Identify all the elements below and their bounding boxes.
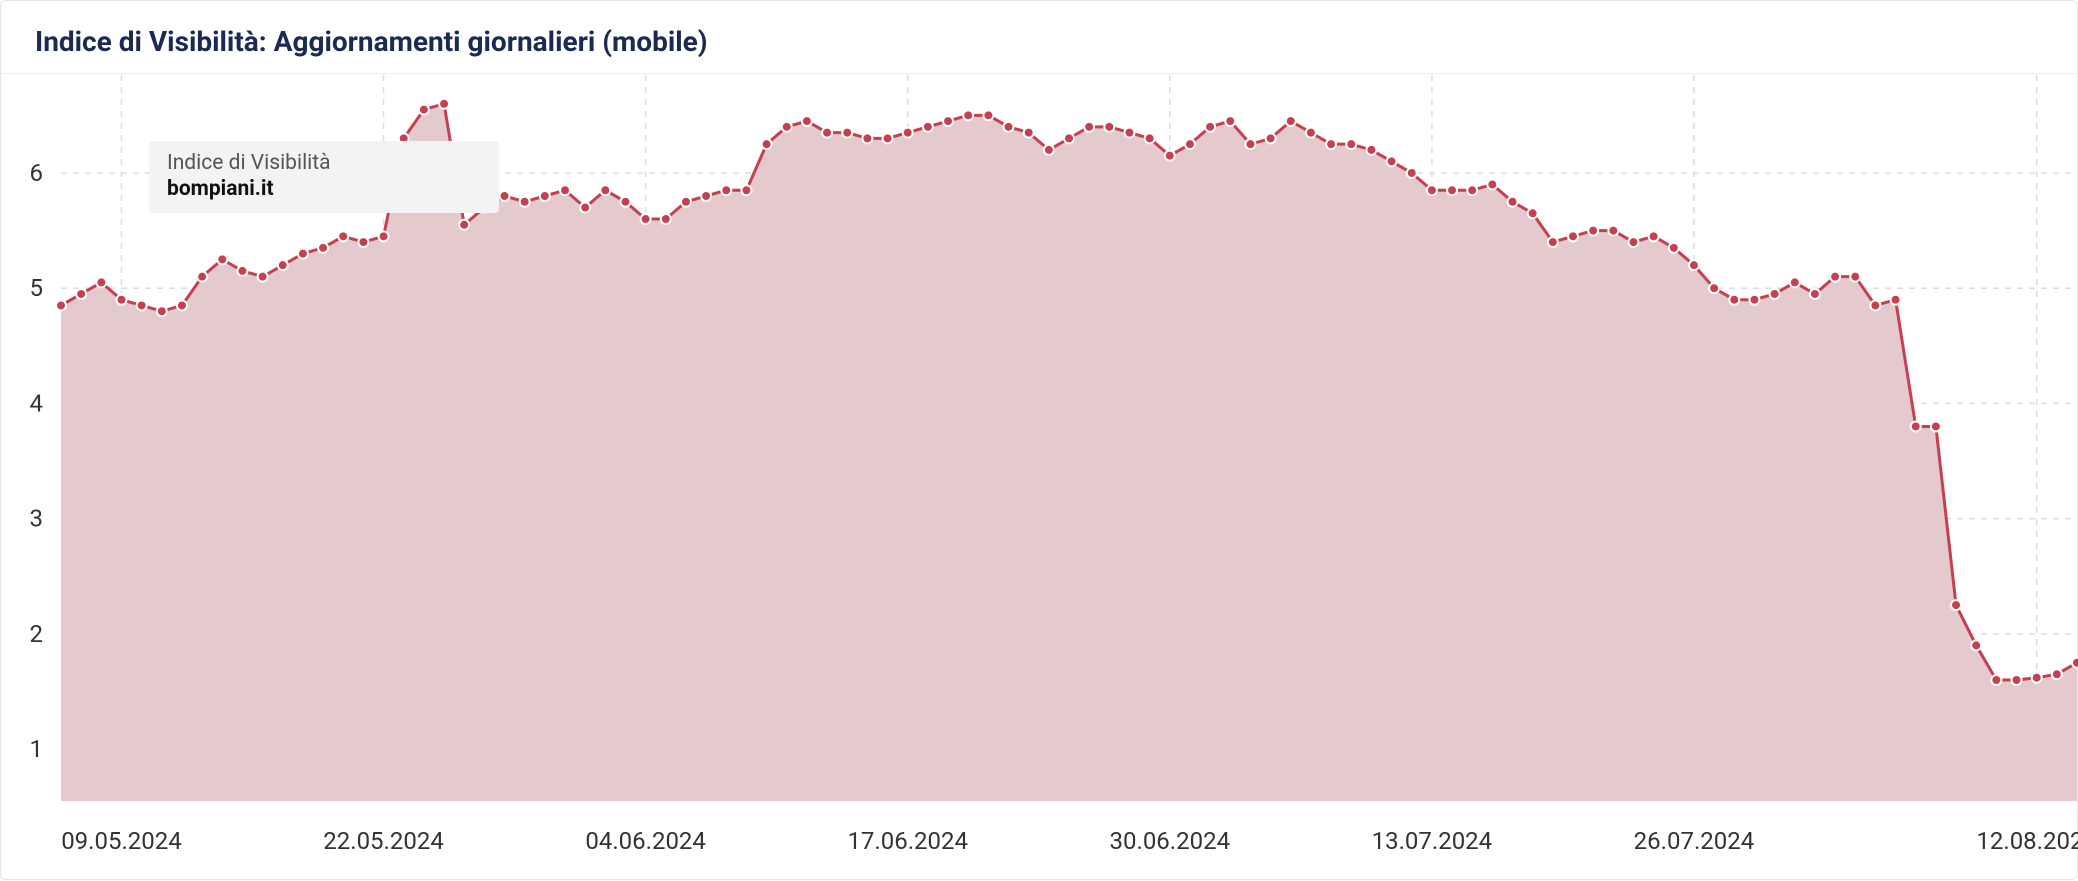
- chart-card: Indice di Visibilità: Aggiornamenti gior…: [0, 0, 2078, 880]
- svg-text:30.06.2024: 30.06.2024: [1110, 827, 1231, 855]
- svg-text:26.07.2024: 26.07.2024: [1634, 827, 1755, 855]
- svg-text:22.05.2024: 22.05.2024: [323, 827, 444, 855]
- svg-text:12.08.2024: 12.08.2024: [1976, 827, 2078, 855]
- svg-text:04.06.2024: 04.06.2024: [585, 827, 706, 855]
- legend-box: Indice di Visibilità bompiani.it: [149, 141, 499, 213]
- svg-text:6: 6: [30, 159, 44, 187]
- svg-text:4: 4: [30, 389, 44, 417]
- svg-text:09.05.2024: 09.05.2024: [61, 827, 182, 855]
- svg-text:1: 1: [30, 735, 44, 763]
- visibility-chart: 1 2 3 4 5 6 09.05.2024 22.05.2024 04.06.2024 17.0…: [1, 1, 2078, 881]
- svg-text:17.06.2024: 17.06.2024: [847, 827, 968, 855]
- svg-text:13.07.2024: 13.07.2024: [1372, 827, 1493, 855]
- svg-text:5: 5: [30, 274, 44, 302]
- legend-heading: Indice di Visibilità: [167, 151, 481, 175]
- legend-domain: bompiani.it: [167, 177, 481, 201]
- svg-text:3: 3: [30, 505, 44, 533]
- svg-text:2: 2: [30, 620, 44, 648]
